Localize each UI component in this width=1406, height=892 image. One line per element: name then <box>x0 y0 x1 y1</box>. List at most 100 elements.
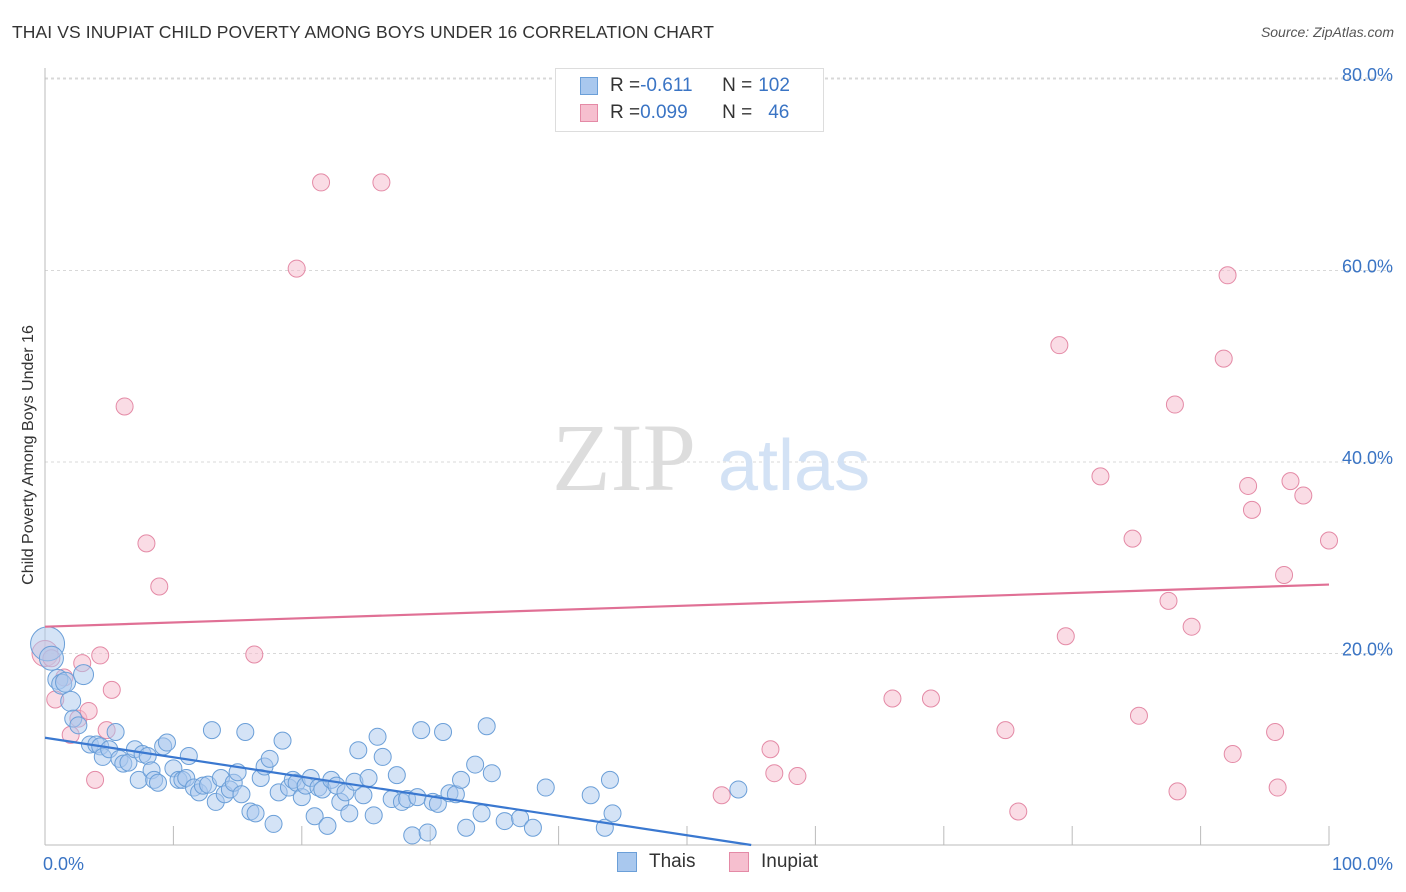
watermark: ZIP atlas <box>552 404 870 511</box>
thais-point <box>373 747 392 766</box>
inupiat-r-value: 0.099 <box>640 102 688 123</box>
inupiat-point <box>1091 467 1110 486</box>
legend-row-inupiat: R = 0.099 N = 46 <box>580 101 789 125</box>
thais-point <box>38 645 64 671</box>
thais-point <box>69 716 88 735</box>
thais-point <box>600 770 619 789</box>
thais-point <box>55 671 77 693</box>
thais-point <box>305 807 324 826</box>
thais-point <box>457 818 476 837</box>
inupiat-point <box>1159 591 1178 610</box>
thais-point <box>466 755 485 774</box>
thais-point <box>232 785 251 804</box>
thais-point <box>412 721 431 740</box>
legend-item-inupiat[interactable]: Inupiat <box>729 851 818 873</box>
inupiat-point <box>761 740 780 759</box>
thais-point <box>246 804 265 823</box>
inupiat-point <box>91 646 110 665</box>
inupiat-point <box>1050 336 1069 355</box>
thais-point <box>340 804 359 823</box>
thais-point <box>387 766 406 785</box>
correlation-legend: R = -0.611 N = 102 R = 0.099 N = 46 <box>555 68 824 132</box>
thais-point <box>106 723 125 742</box>
thais-point <box>148 773 167 792</box>
thais-point <box>354 786 373 805</box>
inupiat-point <box>1168 782 1187 801</box>
inupiat-point <box>1056 627 1075 646</box>
inupiat-swatch <box>580 104 598 122</box>
inupiat-point <box>1275 565 1294 584</box>
thais-point <box>364 806 383 825</box>
inupiat-point <box>712 786 731 805</box>
trend-lines <box>44 583 1330 847</box>
thais-point <box>236 723 255 742</box>
inupiat-point <box>1218 266 1237 285</box>
thais-point <box>349 741 368 760</box>
legend-row-thais: R = -0.611 N = 102 <box>580 74 790 98</box>
chart-title: THAI VS INUPIAT CHILD POVERTY AMONG BOYS… <box>12 22 714 42</box>
thais-r-label: R = <box>610 75 641 96</box>
y-tick-label: 20.0% <box>1342 640 1393 660</box>
tick-labels: 20.0% 40.0% 60.0% 80.0% 0.0% 100.0% <box>43 65 1393 874</box>
thais-point <box>536 778 555 797</box>
thais-point <box>359 768 378 787</box>
thais-point <box>264 814 283 833</box>
inupiat-point <box>79 701 98 720</box>
legend-item-thais[interactable]: Thais <box>617 851 695 873</box>
inupiat-point <box>102 680 121 699</box>
thais-point <box>495 812 514 831</box>
inupiat-point <box>245 645 264 664</box>
thais-point <box>408 788 427 807</box>
thais-point <box>581 786 600 805</box>
thais-point <box>428 794 447 813</box>
inupiat-point <box>150 577 169 596</box>
inupiat-legend-label: Inupiat <box>761 851 819 872</box>
inupiat-point <box>1129 706 1148 725</box>
thais-trend-line <box>44 736 752 847</box>
inupiat-trend-line <box>44 583 1330 628</box>
y-axis-label: Child Poverty Among Boys Under 16 <box>20 325 37 585</box>
inupiat-point <box>1242 500 1261 519</box>
inupiat-point <box>1268 778 1287 797</box>
y-tick-label: 80.0% <box>1342 65 1393 85</box>
inupiat-point <box>1281 472 1300 491</box>
inupiat-point <box>883 689 902 708</box>
inupiat-point <box>1294 486 1313 505</box>
thais-point <box>368 727 387 746</box>
y-tick-label: 40.0% <box>1342 448 1393 468</box>
thais-point <box>482 764 501 783</box>
thais-point <box>273 731 292 750</box>
inupiat-n-value: 46 <box>768 102 790 123</box>
inupiat-point <box>1239 476 1258 495</box>
thais-legend-label: Thais <box>649 851 696 872</box>
thais-point <box>202 721 221 740</box>
inupiat-legend-swatch <box>729 852 749 872</box>
thais-point <box>318 816 337 835</box>
inupiat-point <box>921 689 940 708</box>
thais-point <box>260 749 279 768</box>
y-tick-label: 60.0% <box>1342 257 1393 277</box>
grid-lines <box>45 77 1392 654</box>
inupiat-point <box>287 259 306 278</box>
inupiat-point <box>1214 349 1233 368</box>
thais-point <box>523 818 542 837</box>
inupiat-n-label: N = <box>722 102 753 123</box>
inupiat-point <box>1165 395 1184 414</box>
thais-swatch <box>580 77 598 95</box>
thais-point <box>472 804 491 823</box>
thais-point <box>434 723 453 742</box>
thais-point <box>477 717 496 736</box>
inupiat-point <box>1223 745 1242 764</box>
inupiat-point <box>137 534 156 553</box>
inupiat-point <box>115 397 134 416</box>
inupiat-point <box>765 764 784 783</box>
thais-point <box>73 664 95 686</box>
thais-point <box>60 690 82 712</box>
thais-point <box>418 823 437 842</box>
inupiat-point <box>1320 531 1338 550</box>
x-tick-label: 0.0% <box>43 854 84 874</box>
inupiat-point <box>1266 723 1285 742</box>
x-tick-label: 100.0% <box>1332 854 1393 874</box>
thais-n-value: 102 <box>758 75 790 96</box>
inupiat-point <box>788 767 807 786</box>
